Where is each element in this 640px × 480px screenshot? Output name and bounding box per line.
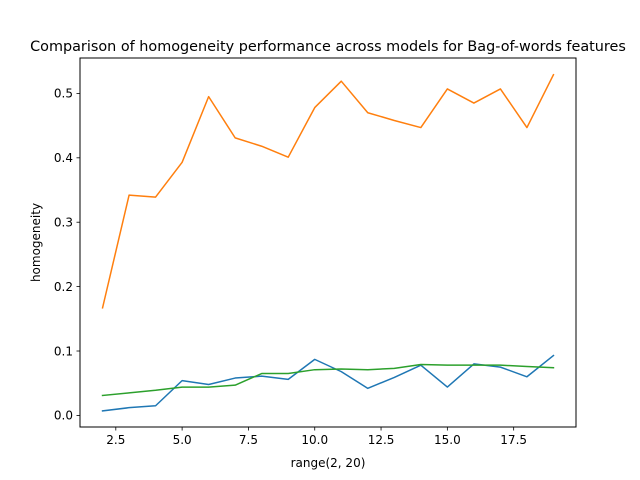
x-tick-label: 17.5 bbox=[500, 433, 527, 447]
series-line-1 bbox=[101, 354, 555, 412]
y-tick-label: 0.0 bbox=[54, 409, 73, 423]
series-line-2 bbox=[101, 73, 555, 309]
x-tick-label: 12.5 bbox=[368, 433, 395, 447]
y-tick-label: 0.5 bbox=[54, 87, 73, 101]
x-axis-label: range(2, 20) bbox=[291, 456, 366, 470]
x-tick-label: 2.5 bbox=[106, 433, 125, 447]
y-axis-ticks: 0.0 0.1 0.2 0.3 0.4 0.5 bbox=[54, 87, 80, 423]
chart-title: Comparison of homogeneity performance ac… bbox=[30, 39, 626, 55]
x-tick-label: 5.0 bbox=[173, 433, 192, 447]
plot-frame bbox=[79, 57, 577, 428]
x-tick-label: 7.5 bbox=[239, 433, 258, 447]
x-tick-label: 15.0 bbox=[434, 433, 461, 447]
x-tick-label: 10.0 bbox=[301, 433, 328, 447]
plot-lines bbox=[101, 73, 555, 412]
x-axis-ticks: 2.5 5.0 7.5 10.0 12.5 15.0 17.5 bbox=[106, 427, 527, 447]
y-tick-label: 0.4 bbox=[54, 151, 73, 165]
y-tick-label: 0.3 bbox=[54, 216, 73, 230]
series-line-3 bbox=[101, 363, 555, 397]
y-tick-label: 0.2 bbox=[54, 280, 73, 294]
y-axis-label: homogeneity bbox=[29, 203, 43, 282]
y-tick-label: 0.1 bbox=[54, 344, 73, 358]
